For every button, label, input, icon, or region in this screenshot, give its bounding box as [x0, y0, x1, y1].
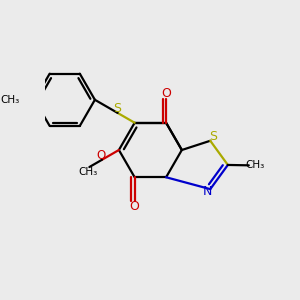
Text: CH₃: CH₃	[246, 160, 265, 170]
Text: O: O	[96, 148, 105, 162]
Text: S: S	[114, 102, 122, 115]
Text: N: N	[203, 185, 212, 198]
Text: O: O	[130, 200, 140, 213]
Text: CH₃: CH₃	[78, 167, 98, 177]
Text: S: S	[209, 130, 217, 143]
Text: CH₃: CH₃	[0, 95, 19, 105]
Text: O: O	[161, 87, 171, 100]
